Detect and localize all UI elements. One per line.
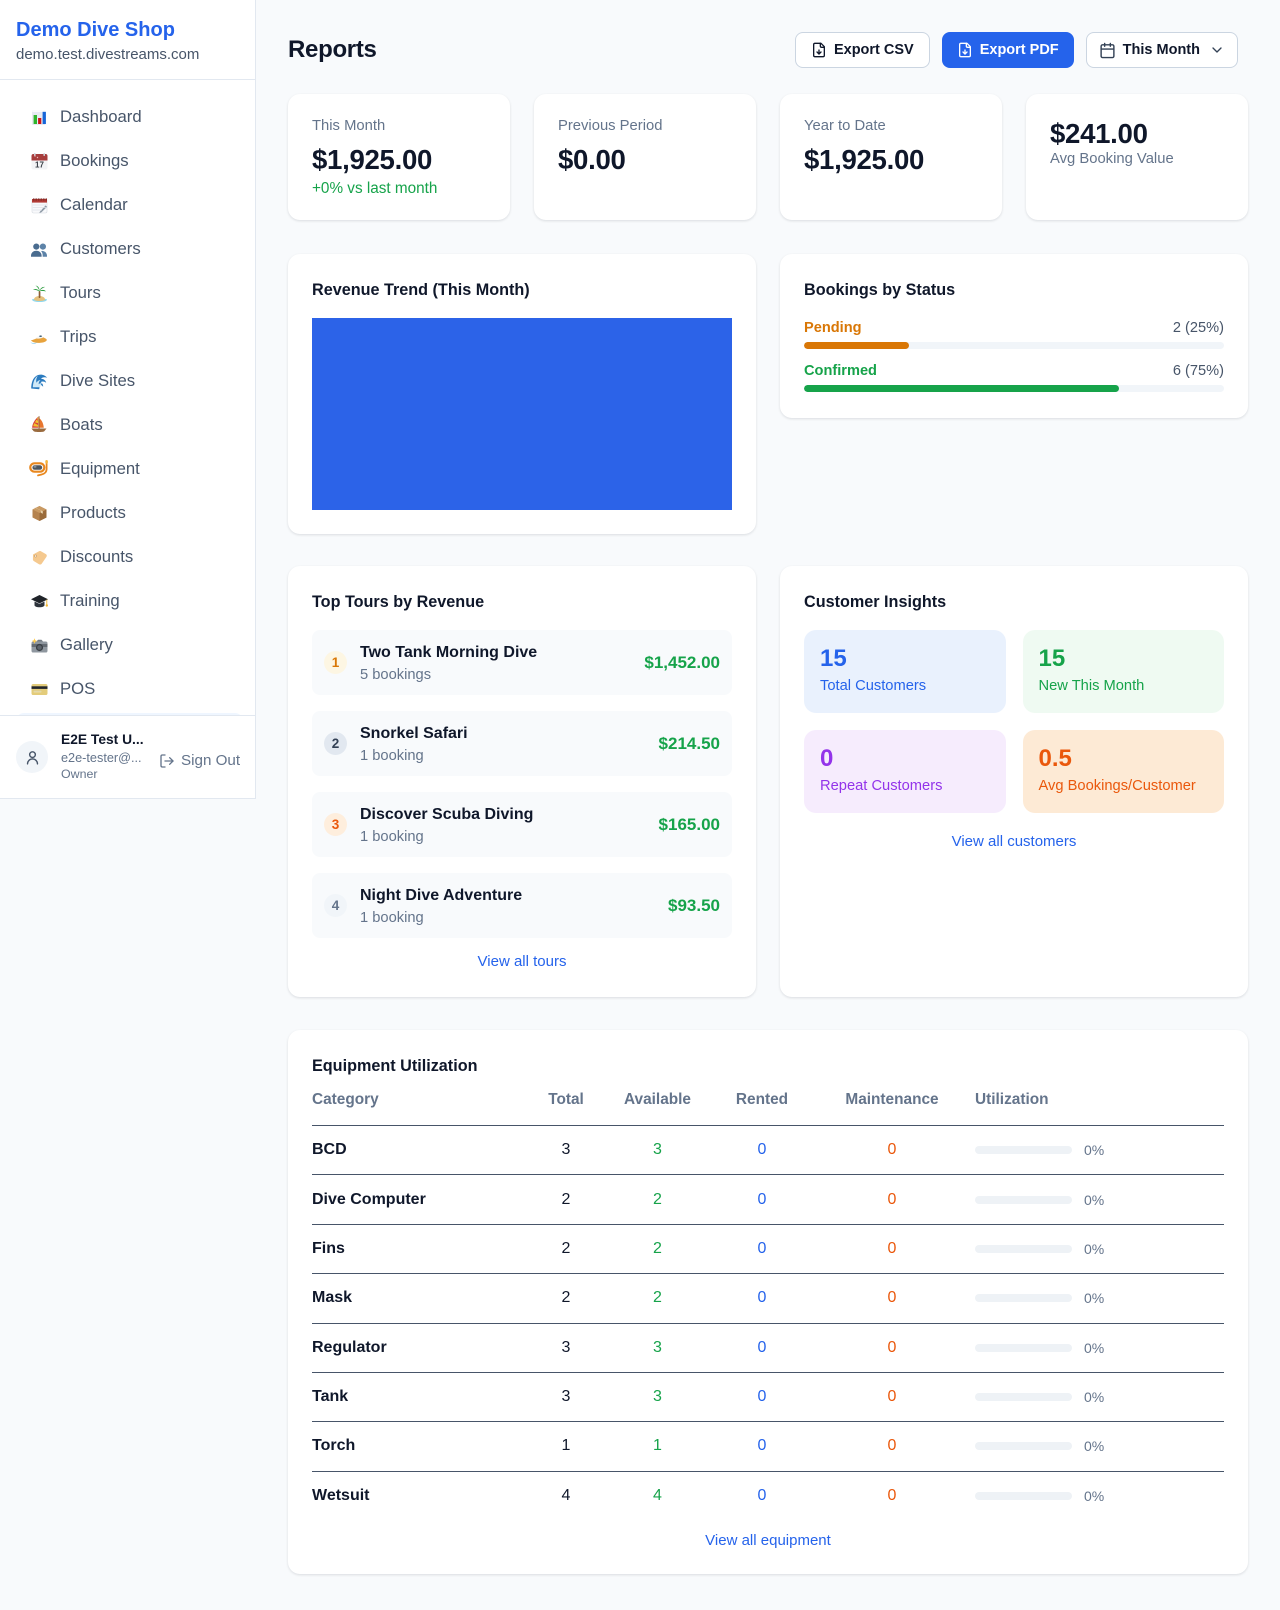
svg-text:17: 17 bbox=[35, 160, 44, 169]
